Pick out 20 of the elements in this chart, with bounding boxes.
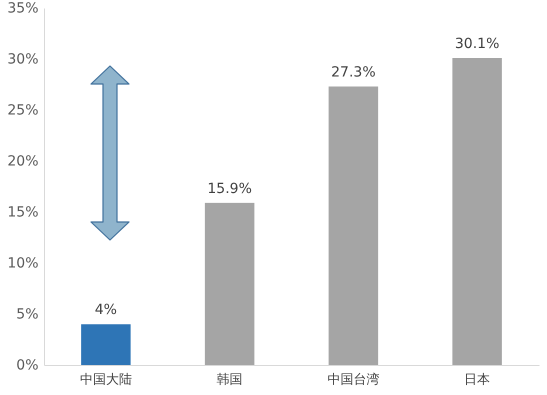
y-tick-label: 25% xyxy=(7,102,38,118)
data-label: 30.1% xyxy=(454,36,500,52)
x-tick-label: 中国大陆 xyxy=(80,372,132,388)
data-label: 4% xyxy=(94,302,117,318)
y-tick-label: 10% xyxy=(7,256,38,272)
y-tick-label: 5% xyxy=(16,306,38,322)
bar xyxy=(452,58,502,365)
x-tick-label: 中国台湾 xyxy=(327,372,380,388)
y-tick-label: 20% xyxy=(7,154,38,170)
bar xyxy=(204,202,254,365)
y-tick-label: 35% xyxy=(7,0,38,16)
bar xyxy=(81,324,131,365)
y-tick-label: 0% xyxy=(16,358,38,374)
x-tick-label: 日本 xyxy=(464,372,490,388)
bar xyxy=(328,86,378,365)
data-label: 27.3% xyxy=(331,64,376,81)
y-tick-label: 15% xyxy=(7,204,38,220)
data-label: 15.9% xyxy=(207,180,252,197)
x-tick-label: 韩国 xyxy=(216,372,243,388)
y-tick-label: 30% xyxy=(7,52,38,68)
